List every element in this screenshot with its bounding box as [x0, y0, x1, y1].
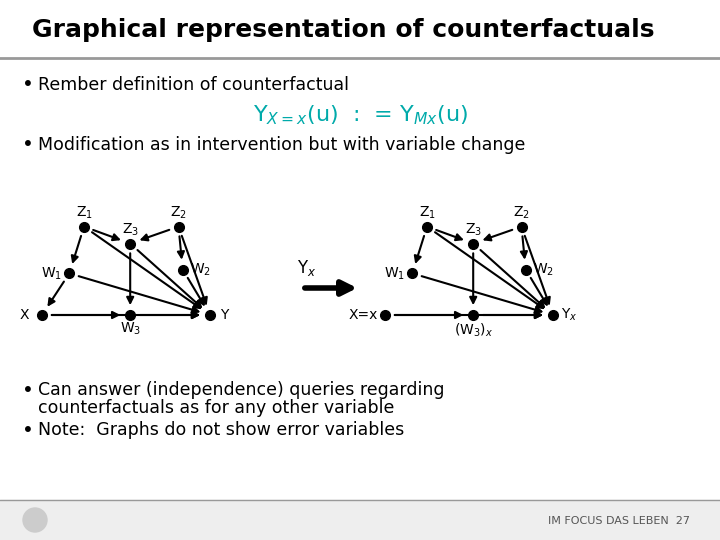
Text: W$_3$: W$_3$	[120, 321, 141, 337]
Text: •: •	[22, 421, 34, 440]
Text: W$_2$: W$_2$	[190, 261, 211, 278]
Text: Modification as in intervention but with variable change: Modification as in intervention but with…	[38, 136, 526, 154]
Text: Z$_3$: Z$_3$	[464, 221, 482, 238]
Text: Z$_2$: Z$_2$	[513, 205, 530, 221]
Text: Z$_2$: Z$_2$	[170, 205, 187, 221]
Text: Z$_1$: Z$_1$	[418, 205, 436, 221]
Text: Y$_{X=x}$(u)  :  = Y$_{Mx}$(u): Y$_{X=x}$(u) : = Y$_{Mx}$(u)	[253, 103, 467, 127]
Text: W$_2$: W$_2$	[534, 261, 554, 278]
Text: Graphical representation of counterfactuals: Graphical representation of counterfactu…	[32, 18, 654, 42]
Text: W$_1$: W$_1$	[384, 265, 405, 281]
Text: •: •	[22, 76, 34, 94]
Text: Y$_x$: Y$_x$	[561, 307, 577, 323]
Text: Y$_x$: Y$_x$	[297, 258, 316, 278]
Bar	[0, 500, 720, 540]
Text: Y: Y	[220, 308, 228, 322]
Text: (W$_3$)$_x$: (W$_3$)$_x$	[454, 321, 492, 339]
Bar	[0, 0, 720, 58]
Text: Can answer (independence) queries regarding: Can answer (independence) queries regard…	[38, 381, 444, 399]
Text: Note:  Graphs do not show error variables: Note: Graphs do not show error variables	[38, 421, 404, 439]
Text: Z$_1$: Z$_1$	[76, 205, 92, 221]
Text: Z$_3$: Z$_3$	[122, 221, 139, 238]
Text: X=x: X=x	[348, 308, 378, 322]
Text: •: •	[22, 381, 34, 400]
Text: X: X	[19, 308, 29, 322]
Text: Rember definition of counterfactual: Rember definition of counterfactual	[38, 76, 349, 94]
Text: IM FOCUS DAS LEBEN  27: IM FOCUS DAS LEBEN 27	[548, 516, 690, 526]
Text: counterfactuals as for any other variable: counterfactuals as for any other variabl…	[38, 399, 395, 417]
Circle shape	[23, 508, 47, 532]
Text: W$_1$: W$_1$	[41, 265, 62, 281]
Text: •: •	[22, 136, 34, 154]
